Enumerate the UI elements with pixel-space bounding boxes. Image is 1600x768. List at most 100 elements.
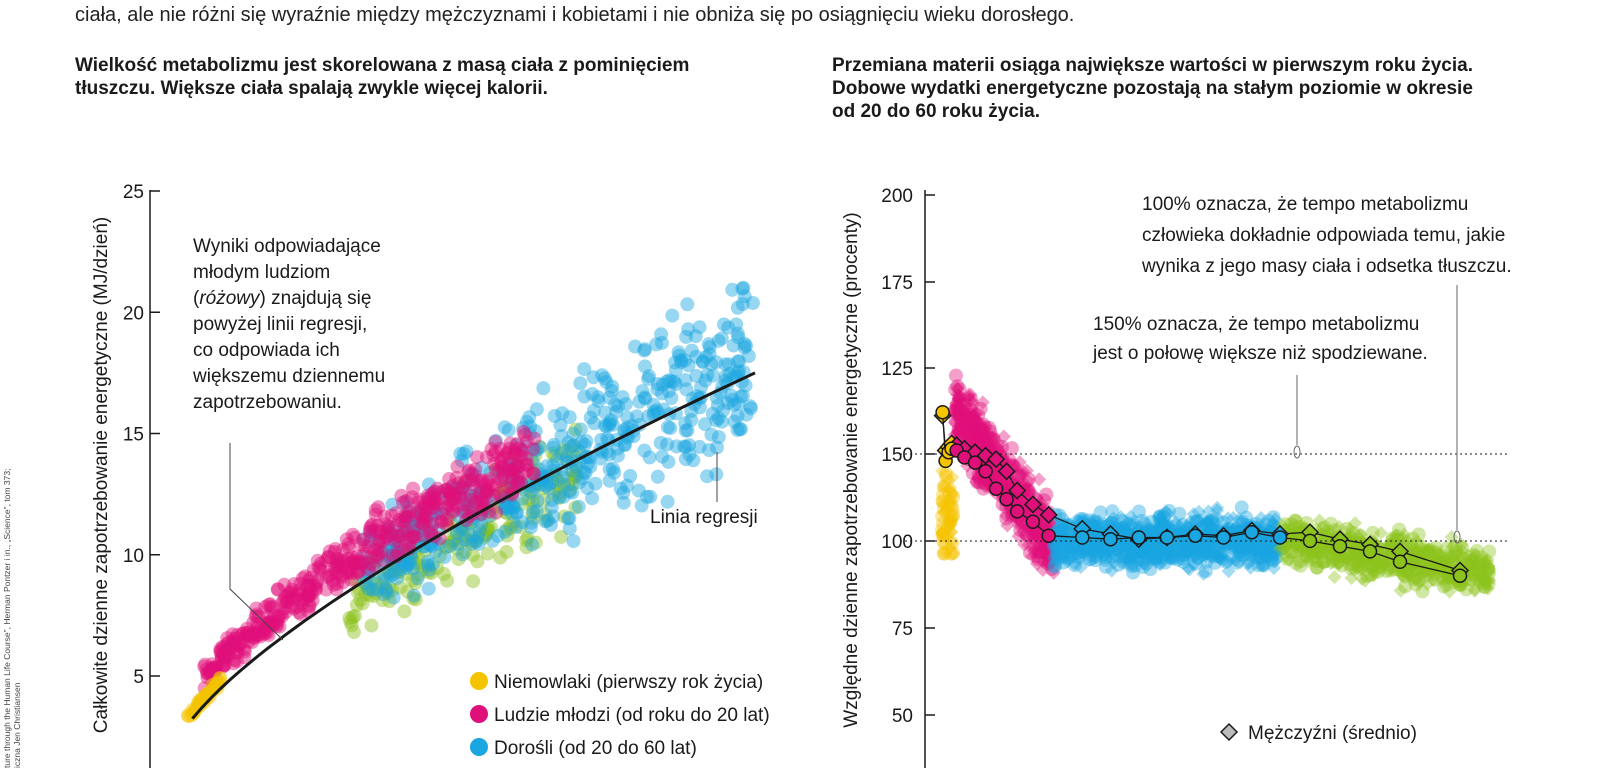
scatter-point — [1124, 548, 1139, 563]
scatter-point — [1156, 543, 1170, 558]
scatter-point — [965, 410, 980, 425]
scatter-point — [361, 582, 376, 596]
scatter-point — [330, 576, 345, 591]
scatter-point — [523, 419, 538, 434]
scatter-point — [1272, 542, 1287, 557]
scatter-point — [440, 573, 455, 588]
scatter-point — [1047, 539, 1062, 554]
scatter-point — [1467, 583, 1482, 598]
scatter-point — [1315, 554, 1330, 569]
scatter-point — [941, 473, 956, 488]
scatter-point — [341, 540, 356, 555]
scatter-point — [946, 546, 960, 561]
scatter-point — [1043, 554, 1058, 569]
scatter-point — [1234, 541, 1249, 556]
mean-point-men — [1008, 481, 1027, 500]
scatter-point — [389, 544, 404, 559]
scatter-point — [1253, 546, 1268, 561]
scatter-point — [975, 433, 990, 448]
scatter-point — [1052, 528, 1067, 543]
scatter-point — [1037, 539, 1052, 554]
scatter-point — [246, 630, 260, 645]
scatter-point — [1204, 549, 1219, 564]
scatter-point — [514, 497, 529, 512]
scatter-point — [510, 437, 525, 452]
scatter-point — [403, 535, 417, 550]
scatter-point — [379, 529, 394, 544]
scatter-point — [398, 526, 412, 540]
scatter-point — [1158, 555, 1173, 570]
scatter-point — [1261, 544, 1276, 559]
scatter-point — [384, 527, 399, 542]
scatter-point — [1203, 522, 1218, 537]
scatter-point — [565, 485, 580, 500]
scatter-point — [1362, 560, 1377, 575]
scatter-point — [501, 457, 516, 472]
scatter-point — [1079, 543, 1094, 557]
scatter-point — [493, 550, 508, 565]
scatter-point — [948, 413, 963, 428]
scatter-point — [1316, 555, 1331, 570]
scatter-point — [452, 476, 466, 491]
scatter-point — [430, 496, 445, 511]
scatter-point — [245, 626, 260, 641]
scatter-point — [452, 528, 467, 543]
scatter-point — [1040, 557, 1055, 572]
scatter-point — [946, 508, 961, 523]
scatter-point — [502, 441, 517, 456]
scatter-point — [1477, 575, 1492, 590]
scatter-point — [1105, 545, 1119, 560]
scatter-point — [947, 406, 962, 421]
scatter-point — [484, 442, 499, 457]
scatter-point — [1357, 556, 1372, 571]
scatter-point — [1409, 562, 1424, 577]
scatter-point — [1135, 560, 1150, 575]
scatter-point — [954, 416, 969, 431]
scatter-point — [1068, 541, 1083, 556]
scatter-point — [362, 582, 377, 597]
mean-point-women — [1041, 528, 1056, 543]
scatter-point — [631, 483, 646, 498]
scatter-point — [213, 641, 228, 656]
scatter-point — [365, 551, 380, 566]
scatter-point — [949, 401, 964, 416]
scatter-point — [1077, 543, 1092, 558]
scatter-point — [1448, 547, 1463, 562]
scatter-point — [953, 401, 968, 416]
scatter-point — [550, 473, 565, 488]
right-y-tick-label: 75 — [892, 619, 913, 640]
scatter-point — [602, 473, 617, 488]
scatter-point — [230, 654, 245, 669]
scatter-point — [507, 458, 522, 473]
scatter-point — [716, 403, 731, 418]
scatter-point — [954, 417, 969, 432]
scatter-point — [1055, 512, 1069, 527]
scatter-point — [499, 499, 514, 514]
scatter-point — [1019, 463, 1034, 478]
scatter-point — [364, 557, 379, 572]
scatter-point — [525, 453, 540, 468]
mean-point-women — [1131, 530, 1147, 545]
scatter-point — [215, 639, 230, 654]
scatter-point — [388, 532, 403, 547]
scatter-point — [407, 526, 422, 541]
scatter-point — [995, 439, 1009, 454]
scatter-point — [434, 506, 448, 521]
scatter-point — [641, 372, 656, 386]
scatter-point — [539, 459, 554, 474]
scatter-point — [571, 443, 586, 458]
left-chart-title: Wielkość metabolizmu jest skorelowana z … — [75, 54, 689, 100]
scatter-point — [458, 529, 473, 544]
scatter-point — [183, 708, 198, 723]
scatter-point — [500, 463, 515, 478]
scatter-point — [1345, 525, 1360, 540]
scatter-point — [1342, 551, 1357, 566]
scatter-point — [1195, 541, 1210, 556]
mean-point-men — [1039, 505, 1058, 524]
scatter-point — [1330, 555, 1345, 570]
scatter-point — [241, 634, 256, 649]
scatter-point — [463, 501, 478, 515]
scatter-point — [1210, 500, 1225, 515]
scatter-point — [1352, 559, 1367, 574]
scatter-point — [1056, 535, 1071, 550]
